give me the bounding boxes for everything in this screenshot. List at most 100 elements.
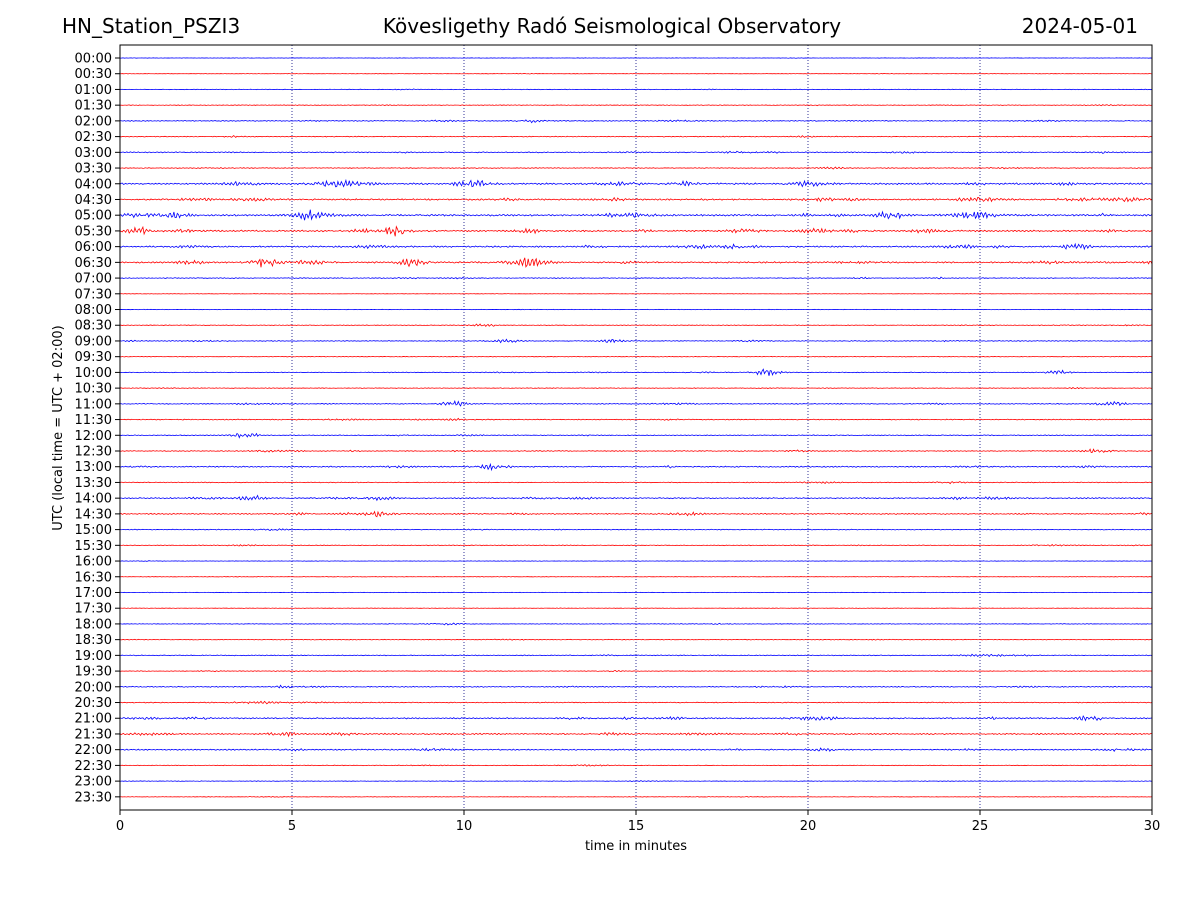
trace-0200 — [119, 119, 1153, 124]
y-tick-label: 03:00 — [75, 146, 112, 161]
y-tick-label: 19:30 — [75, 665, 112, 680]
y-tick-label: 02:00 — [75, 114, 112, 129]
y-tick-label: 18:00 — [75, 617, 112, 632]
trace-2330 — [119, 796, 1153, 798]
axis-layer: 0 5 10 15 20 25 30 00:0000:3001:0001:3002:0002:… — [75, 52, 1161, 835]
x-tick-label-20: 20 — [800, 819, 817, 834]
trace-1300 — [119, 462, 1153, 472]
x-tick-label-25: 25 — [972, 819, 989, 834]
trace-1530 — [119, 543, 1153, 547]
trace-1330 — [119, 481, 1153, 485]
y-tick-label: 15:30 — [75, 539, 112, 554]
y-tick-label: 22:30 — [75, 759, 112, 774]
trace-1600 — [119, 560, 1153, 562]
trace-2200 — [119, 747, 1153, 752]
trace-1700 — [119, 591, 1153, 594]
trace-2300 — [119, 780, 1152, 783]
trace-0930 — [119, 355, 1153, 358]
trace-1230 — [119, 448, 1153, 454]
y-tick-label: 20:00 — [75, 680, 112, 695]
trace-1900 — [119, 653, 1153, 658]
y-tick-label: 17:30 — [75, 602, 112, 617]
chart-title: Kövesligethy Radó Seismological Observat… — [382, 14, 842, 38]
trace-0130 — [119, 104, 1153, 107]
x-tick-label-0: 0 — [116, 819, 124, 834]
trace-1030 — [119, 387, 1153, 390]
trace-0630 — [119, 257, 1153, 268]
trace-0330 — [119, 166, 1153, 170]
trace-0230 — [119, 135, 1153, 138]
y-tick-label: 13:30 — [75, 476, 112, 491]
trace-1100 — [119, 400, 1153, 407]
trace-0900 — [119, 338, 1153, 344]
y-tick-label: 01:30 — [75, 99, 112, 114]
y-tick-label: 17:00 — [75, 586, 112, 601]
y-tick-label: 11:30 — [75, 413, 112, 428]
trace-0530 — [119, 225, 1153, 237]
y-tick-label: 14:30 — [75, 507, 112, 522]
y-tick-label: 18:30 — [75, 633, 112, 648]
y-tick-label: 06:30 — [75, 256, 112, 271]
y-tick-label: 03:30 — [75, 162, 112, 177]
trace-layer — [119, 57, 1153, 798]
trace-0030 — [119, 72, 1153, 75]
y-tick-label: 19:00 — [75, 649, 112, 664]
y-tick-label: 08:30 — [75, 319, 112, 334]
y-tick-label: 13:00 — [75, 460, 112, 475]
x-tick-label-10: 10 — [456, 819, 473, 834]
chart-date: 2024-05-01 — [1021, 14, 1138, 38]
y-tick-label: 11:00 — [75, 397, 112, 412]
trace-0300 — [119, 150, 1153, 154]
trace-1630 — [119, 575, 1153, 578]
y-tick-label: 04:30 — [75, 193, 112, 208]
trace-2100 — [119, 715, 1153, 722]
y-tick-label: 16:00 — [75, 555, 112, 570]
y-tick-label: 14:00 — [75, 492, 112, 507]
trace-1200 — [119, 432, 1153, 439]
trace-0600 — [119, 242, 1153, 251]
y-tick-label: 00:30 — [75, 67, 112, 82]
trace-0700 — [119, 276, 1153, 280]
trace-1800 — [119, 622, 1153, 626]
y-axis-label: UTC (local time = UTC + 02:00) — [51, 325, 66, 530]
trace-2230 — [119, 764, 1153, 767]
trace-1400 — [119, 494, 1153, 502]
y-tick-label: 06:00 — [75, 240, 112, 255]
y-tick-label: 02:30 — [75, 130, 112, 145]
trace-1930 — [119, 669, 1153, 673]
trace-1000 — [119, 368, 1153, 376]
x-axis-label: time in minutes — [585, 839, 687, 854]
y-tick-label: 05:00 — [75, 209, 112, 224]
y-tick-label: 09:30 — [75, 350, 112, 365]
grid-layer — [291, 45, 981, 810]
station-name: HN_Station_PSZI3 — [62, 14, 241, 38]
trace-2000 — [119, 684, 1153, 689]
y-tick-label: 15:00 — [75, 523, 112, 538]
x-tick-label-30: 30 — [1144, 819, 1161, 834]
y-tick-label: 12:30 — [75, 445, 112, 460]
trace-1130 — [119, 417, 1153, 422]
trace-0100 — [119, 88, 1153, 91]
y-tick-label: 10:00 — [75, 366, 112, 381]
trace-1730 — [119, 607, 1153, 609]
trace-1430 — [119, 510, 1153, 518]
trace-2130 — [119, 731, 1153, 738]
y-tick-label: 16:30 — [75, 570, 112, 585]
y-tick-label: 07:00 — [75, 272, 112, 287]
y-tick-label: 00:00 — [75, 52, 112, 67]
trace-0500 — [119, 209, 1153, 221]
trace-2030 — [119, 700, 1153, 705]
x-tick-label-15: 15 — [628, 819, 645, 834]
y-tick-label: 08:00 — [75, 303, 112, 318]
y-tick-label: 22:00 — [75, 743, 112, 758]
trace-1500 — [119, 528, 1153, 531]
y-tick-label: 12:00 — [75, 429, 112, 444]
trace-1830 — [119, 638, 1153, 641]
trace-0830 — [119, 323, 1153, 327]
y-tick-label: 23:00 — [75, 775, 112, 790]
y-tick-label: 09:00 — [75, 334, 112, 349]
trace-0400 — [119, 178, 1153, 188]
y-tick-label: 01:00 — [75, 83, 112, 98]
y-tick-label: 21:00 — [75, 712, 112, 727]
y-tick-label: 07:30 — [75, 287, 112, 302]
